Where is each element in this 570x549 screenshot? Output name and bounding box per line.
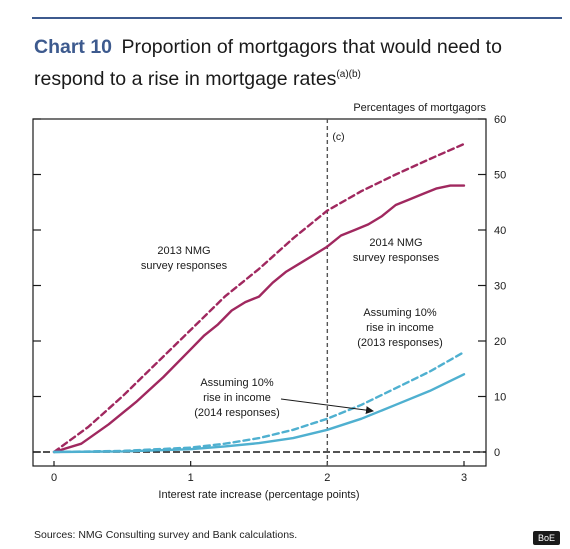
x-tick-label: 2 bbox=[324, 472, 330, 484]
annotation-inc2014: Assuming 10% bbox=[200, 377, 274, 389]
annotation-nmg2013: survey responses bbox=[141, 260, 228, 272]
series-line-4 bbox=[52, 373, 466, 454]
reference-line-label: (c) bbox=[332, 131, 344, 143]
source-note: Sources: NMG Consulting survey and Bank … bbox=[34, 529, 298, 541]
x-axis-label: Interest rate increase (percentage point… bbox=[158, 489, 359, 501]
annotation-arrow bbox=[280, 398, 374, 415]
annotation-nmg2014: 2014 NMG bbox=[369, 237, 422, 249]
y-axis-label: Percentages of mortgagors bbox=[353, 102, 486, 114]
top-rule bbox=[32, 17, 562, 19]
series-layer bbox=[52, 142, 466, 454]
y-tick-label: 50 bbox=[494, 170, 506, 182]
y-tick-label: 0 bbox=[494, 447, 500, 459]
annotation-nmg2014: survey responses bbox=[353, 252, 440, 264]
annotation-inc2014: rise in income bbox=[203, 392, 271, 404]
x-tick-label: 0 bbox=[51, 472, 57, 484]
plot-border bbox=[32, 118, 487, 467]
title-footnote-marks: (a)(b) bbox=[336, 69, 361, 80]
chart-title-text: Proportion of mortgagors that would need… bbox=[34, 36, 502, 90]
y-tick-label: 60 bbox=[494, 114, 506, 126]
annotation-inc2013: Assuming 10% bbox=[363, 307, 437, 319]
series-line-3 bbox=[52, 350, 466, 454]
series-line-2 bbox=[52, 184, 466, 454]
annotation-nmg2013: 2013 NMG bbox=[157, 245, 210, 257]
annotation-inc2013: (2013 responses) bbox=[357, 337, 443, 349]
x-tick-label: 3 bbox=[461, 472, 467, 484]
chart-title: Chart 10 Proportion of mortgagors that w… bbox=[34, 34, 564, 93]
y-tick-label: 40 bbox=[494, 225, 506, 237]
chart-number: Chart 10 bbox=[34, 36, 113, 58]
annotation-inc2013: rise in income bbox=[366, 322, 434, 334]
y-tick-label: 30 bbox=[494, 281, 506, 293]
y-tick-label: 10 bbox=[494, 392, 506, 404]
label-layer: 0 10 20 30 40 50 60 0 1 2 3 (c) Percentages of mortg… bbox=[51, 102, 506, 501]
y-tick-label: 20 bbox=[494, 336, 506, 348]
boe-badge: BoE bbox=[532, 531, 560, 545]
series-line-1 bbox=[52, 142, 466, 454]
annotation-inc2014: (2014 responses) bbox=[194, 407, 280, 419]
x-tick-label: 1 bbox=[188, 472, 194, 484]
